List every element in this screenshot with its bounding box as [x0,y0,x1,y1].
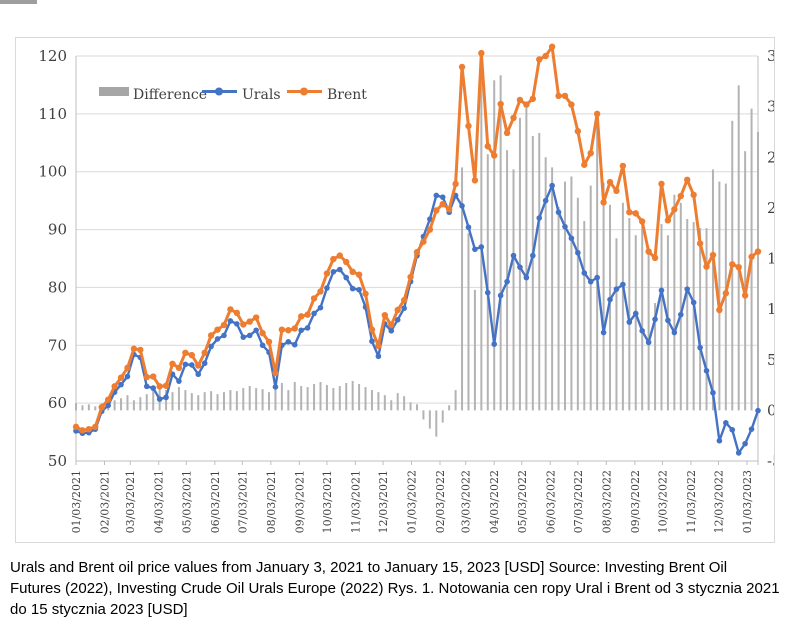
x-axis-labels: 01/03/2021 02/03/2021 03/03/2021 04/03/2021… [70,470,754,533]
difference-swatch [99,87,129,96]
svg-text:Difference: Difference [133,87,207,103]
svg-text:05/03/2022: 05/03/2022 [516,470,529,533]
svg-text:20: 20 [767,199,774,217]
svg-text:01/03/2021: 01/03/2021 [70,470,83,533]
svg-text:15: 15 [767,250,774,268]
svg-text:35: 35 [767,47,774,65]
svg-text:04/03/2022: 04/03/2022 [488,470,501,533]
svg-text:Brent: Brent [327,87,367,103]
svg-text:02/03/2021: 02/03/2021 [98,470,111,533]
svg-text:11/03/2021: 11/03/2021 [349,470,362,533]
svg-text:5: 5 [767,351,774,369]
svg-text:90: 90 [48,221,67,239]
svg-text:07/03/2022: 07/03/2022 [572,470,585,533]
svg-text:01/03/2022: 01/03/2022 [405,470,418,533]
svg-text:25: 25 [767,148,774,166]
svg-text:03/03/2022: 03/03/2022 [460,470,473,533]
svg-text:Urals: Urals [242,87,281,103]
svg-text:70: 70 [48,336,67,354]
gridlines [76,55,758,404]
svg-text:06/03/2021: 06/03/2021 [209,470,222,533]
svg-text:0: 0 [767,401,774,419]
svg-text:10: 10 [767,300,774,318]
svg-text:10/03/2021: 10/03/2021 [321,470,334,533]
svg-text:01/03/2023: 01/03/2023 [741,470,754,533]
svg-text:120: 120 [38,47,67,65]
svg-text:02/03/2022: 02/03/2022 [434,470,447,533]
svg-text:04/03/2021: 04/03/2021 [153,470,166,533]
chart-frame: 50 60 70 80 90 100 110 120 -5 0 5 10 15 20 25 30 35 01/03… [15,37,775,543]
svg-text:12/03/2021: 12/03/2021 [377,470,390,533]
svg-text:60: 60 [48,394,67,412]
svg-text:03/03/2021: 03/03/2021 [124,470,137,533]
svg-text:100: 100 [38,163,67,181]
top-left-artifact [0,0,37,4]
svg-text:50: 50 [48,452,67,470]
svg-text:12/03/2022: 12/03/2022 [712,470,725,533]
right-axis-labels: -5 0 5 10 15 20 25 30 35 [767,47,774,470]
svg-text:10/03/2022: 10/03/2022 [656,470,669,533]
svg-text:30: 30 [767,98,774,116]
svg-text:05/03/2021: 05/03/2021 [180,470,193,533]
svg-text:110: 110 [38,105,67,123]
svg-text:-5: -5 [767,452,774,470]
svg-text:07/03/2021: 07/03/2021 [236,470,249,533]
svg-text:08/03/2022: 08/03/2022 [600,470,613,533]
legend: Difference Urals Brent [99,87,367,103]
svg-text:80: 80 [48,278,67,296]
svg-text:11/03/2022: 11/03/2022 [685,470,698,533]
svg-text:09/03/2022: 09/03/2022 [629,470,642,533]
svg-text:06/03/2022: 06/03/2022 [544,470,557,533]
brent-line [72,43,762,434]
svg-text:08/03/2021: 08/03/2021 [265,470,278,533]
oil-price-chart: 50 60 70 80 90 100 110 120 -5 0 5 10 15 20 25 30 35 01/03… [38,43,774,533]
left-axis-labels: 50 60 70 80 90 100 110 120 [38,47,67,470]
svg-text:09/03/2021: 09/03/2021 [293,470,306,533]
